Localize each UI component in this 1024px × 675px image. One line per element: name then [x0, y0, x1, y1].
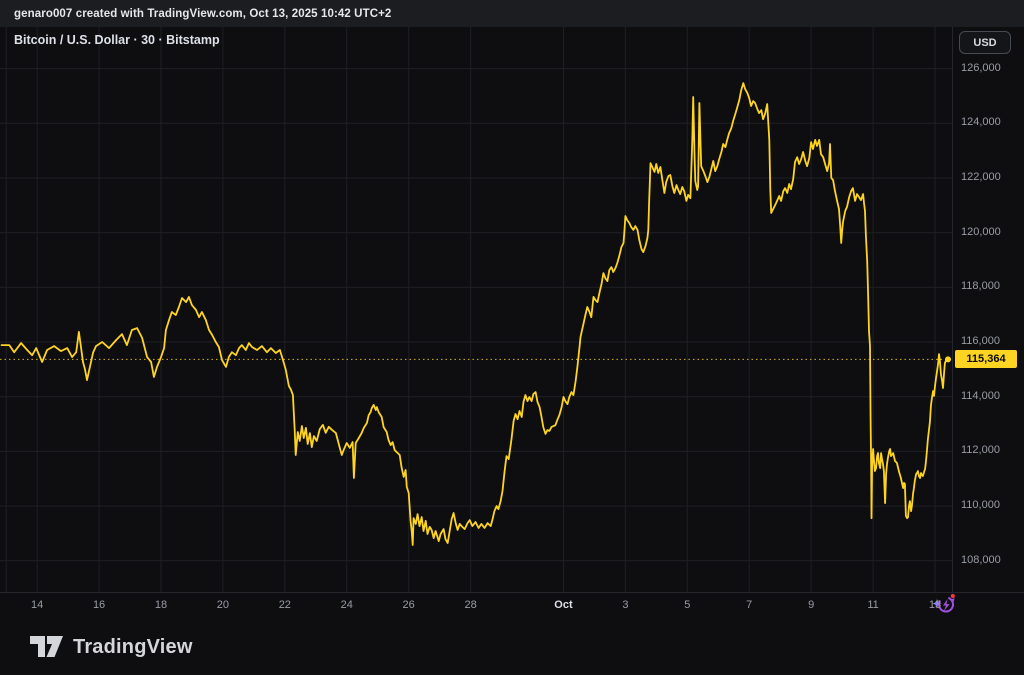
alert-dot [950, 593, 955, 599]
time-tick-label: 20 [216, 599, 230, 611]
price-scale[interactable]: 115,364 126,000 124,000 122,000 120,000 118,… [952, 27, 1024, 592]
price-tick-label: 110,000 [961, 499, 1000, 512]
last-price-badge: 115,364 [955, 350, 1017, 369]
time-tick-label: Oct [554, 599, 573, 611]
attribution-bar: genaro007 created with TradingView.com, … [0, 0, 1024, 27]
symbol-title[interactable]: Bitcoin / U.S. Dollar · 30 · Bitstamp [14, 33, 220, 47]
refresh-arc-icon [938, 596, 954, 613]
price-tick-label: 112,000 [961, 444, 1000, 457]
lightning-bolt-icon [943, 599, 950, 611]
price-tick-label: 108,000 [961, 553, 1001, 566]
price-tick-label: 124,000 [961, 116, 1001, 129]
time-tick-label: 28 [464, 599, 477, 611]
price-tick-label: 122,000 [961, 170, 1001, 183]
tradingview-logo-icon [30, 636, 63, 657]
chart-area[interactable]: Bitcoin / U.S. Dollar · 30 · Bitstamp US… [0, 27, 1024, 613]
time-tick-label: 14 [31, 599, 44, 611]
price-tick-label: 116,000 [961, 335, 1000, 348]
time-tick-label: 9 [808, 599, 815, 611]
price-tick-label: 126,000 [961, 61, 1001, 74]
tradingview-logo[interactable]: TradingView [30, 634, 193, 660]
attribution-text: genaro007 created with TradingView.com, … [14, 7, 392, 20]
tradingview-logo-text: TradingView [73, 635, 193, 658]
spark-lightning-icon[interactable] [928, 589, 958, 619]
sparkle-star-icon [932, 598, 942, 609]
time-tick-label: 11 [867, 599, 879, 611]
arrowhead-icon [951, 598, 955, 602]
time-tick-label: 18 [154, 599, 168, 611]
footer-bar: TradingView [0, 619, 1024, 675]
price-tick-label: 114,000 [961, 389, 1000, 402]
price-tick-label: 120,000 [961, 225, 1001, 238]
time-tick-label: 5 [684, 599, 691, 611]
time-tick-label: 7 [746, 599, 753, 611]
currency-toggle-button[interactable]: USD [959, 31, 1011, 54]
time-tick-label: 22 [278, 599, 291, 611]
time-tick-label: 26 [402, 599, 415, 611]
time-tick-label: 13 [928, 599, 942, 611]
time-tick-label: 24 [340, 599, 353, 611]
time-tick-label: 3 [622, 599, 629, 611]
time-tick-label: 16 [92, 599, 106, 611]
price-tick-label: 118,000 [961, 280, 1000, 293]
time-scale[interactable]: 14 16 18 20 22 24 26 28 Oct 3 5 7 9 11 13 [0, 592, 1024, 619]
price-chart-canvas[interactable] [0, 27, 952, 592]
